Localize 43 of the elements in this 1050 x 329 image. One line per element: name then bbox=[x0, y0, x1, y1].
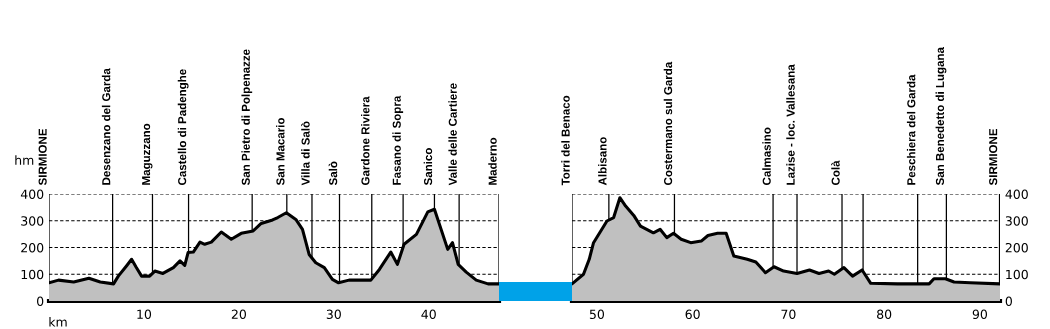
ref-line-label: San Benedetto di Lugana bbox=[935, 47, 947, 186]
ref-line-label: Sanico bbox=[423, 148, 433, 186]
ref-line-label: Colà bbox=[831, 160, 840, 185]
y-tick-label: 100 bbox=[21, 269, 44, 280]
ref-line-label: Salò bbox=[328, 161, 338, 186]
x-tick-label: 10 bbox=[137, 309, 152, 320]
y-axis-title: hm bbox=[15, 155, 34, 165]
x-tick-label: 40 bbox=[421, 309, 436, 320]
ref-line-label: Desenzano del Garda bbox=[101, 68, 111, 185]
x-tick-label: 90 bbox=[972, 309, 988, 320]
y2-tick-label: 300 bbox=[1005, 216, 1028, 226]
ref-line-label: Maguzzano bbox=[142, 123, 153, 185]
ref-line-label: Torri del Benaco bbox=[561, 95, 570, 186]
ref-line-label: Maderno bbox=[488, 137, 497, 185]
x-tick-label: 50 bbox=[589, 309, 605, 320]
ref-line-label: Costermano sul Garda bbox=[663, 61, 673, 185]
ref-line-label: Lazise - loc. Vallesana bbox=[786, 64, 795, 185]
ref-line-label: San Pietro di Polpenazze bbox=[241, 49, 253, 186]
ref-line-label: San Macario bbox=[276, 117, 285, 186]
ref-line-label: SIRMIONE bbox=[989, 128, 998, 186]
x-tick-label: 70 bbox=[781, 309, 796, 320]
x-axis-title: km bbox=[49, 317, 67, 327]
y-tick-label: 0 bbox=[37, 296, 44, 306]
ref-line-label: Fasano di Sopra bbox=[392, 95, 404, 185]
ref-line-label: Peschiera del Garda bbox=[906, 74, 916, 185]
y-tick-label: 300 bbox=[21, 216, 44, 226]
ref-line-label: Albisano bbox=[598, 137, 607, 186]
y-tick-label: 400 bbox=[20, 189, 44, 199]
y-tick-label: 200 bbox=[21, 242, 44, 253]
ref-line-label: Castello di Padenghe bbox=[177, 69, 189, 185]
x-tick-label: 60 bbox=[685, 309, 700, 320]
ref-line-label: Gardone Riviera bbox=[361, 96, 370, 185]
ref-line-label: SIRMIONE bbox=[38, 128, 47, 186]
x-tick-label: 20 bbox=[231, 309, 246, 320]
x-tick-label: 80 bbox=[877, 309, 892, 320]
y2-tick-label: 400 bbox=[1005, 189, 1028, 199]
ref-line-label: Villa di Salò bbox=[301, 121, 310, 186]
ref-line-label: Valle delle Cartiere bbox=[448, 83, 457, 186]
y2-tick-label: 200 bbox=[1005, 242, 1028, 253]
y2-tick-label: 0 bbox=[1005, 296, 1012, 306]
y2-tick-label: 100 bbox=[1006, 269, 1028, 280]
x-tick-label: 30 bbox=[326, 309, 341, 320]
ref-line-label: Calmasino bbox=[762, 127, 771, 185]
